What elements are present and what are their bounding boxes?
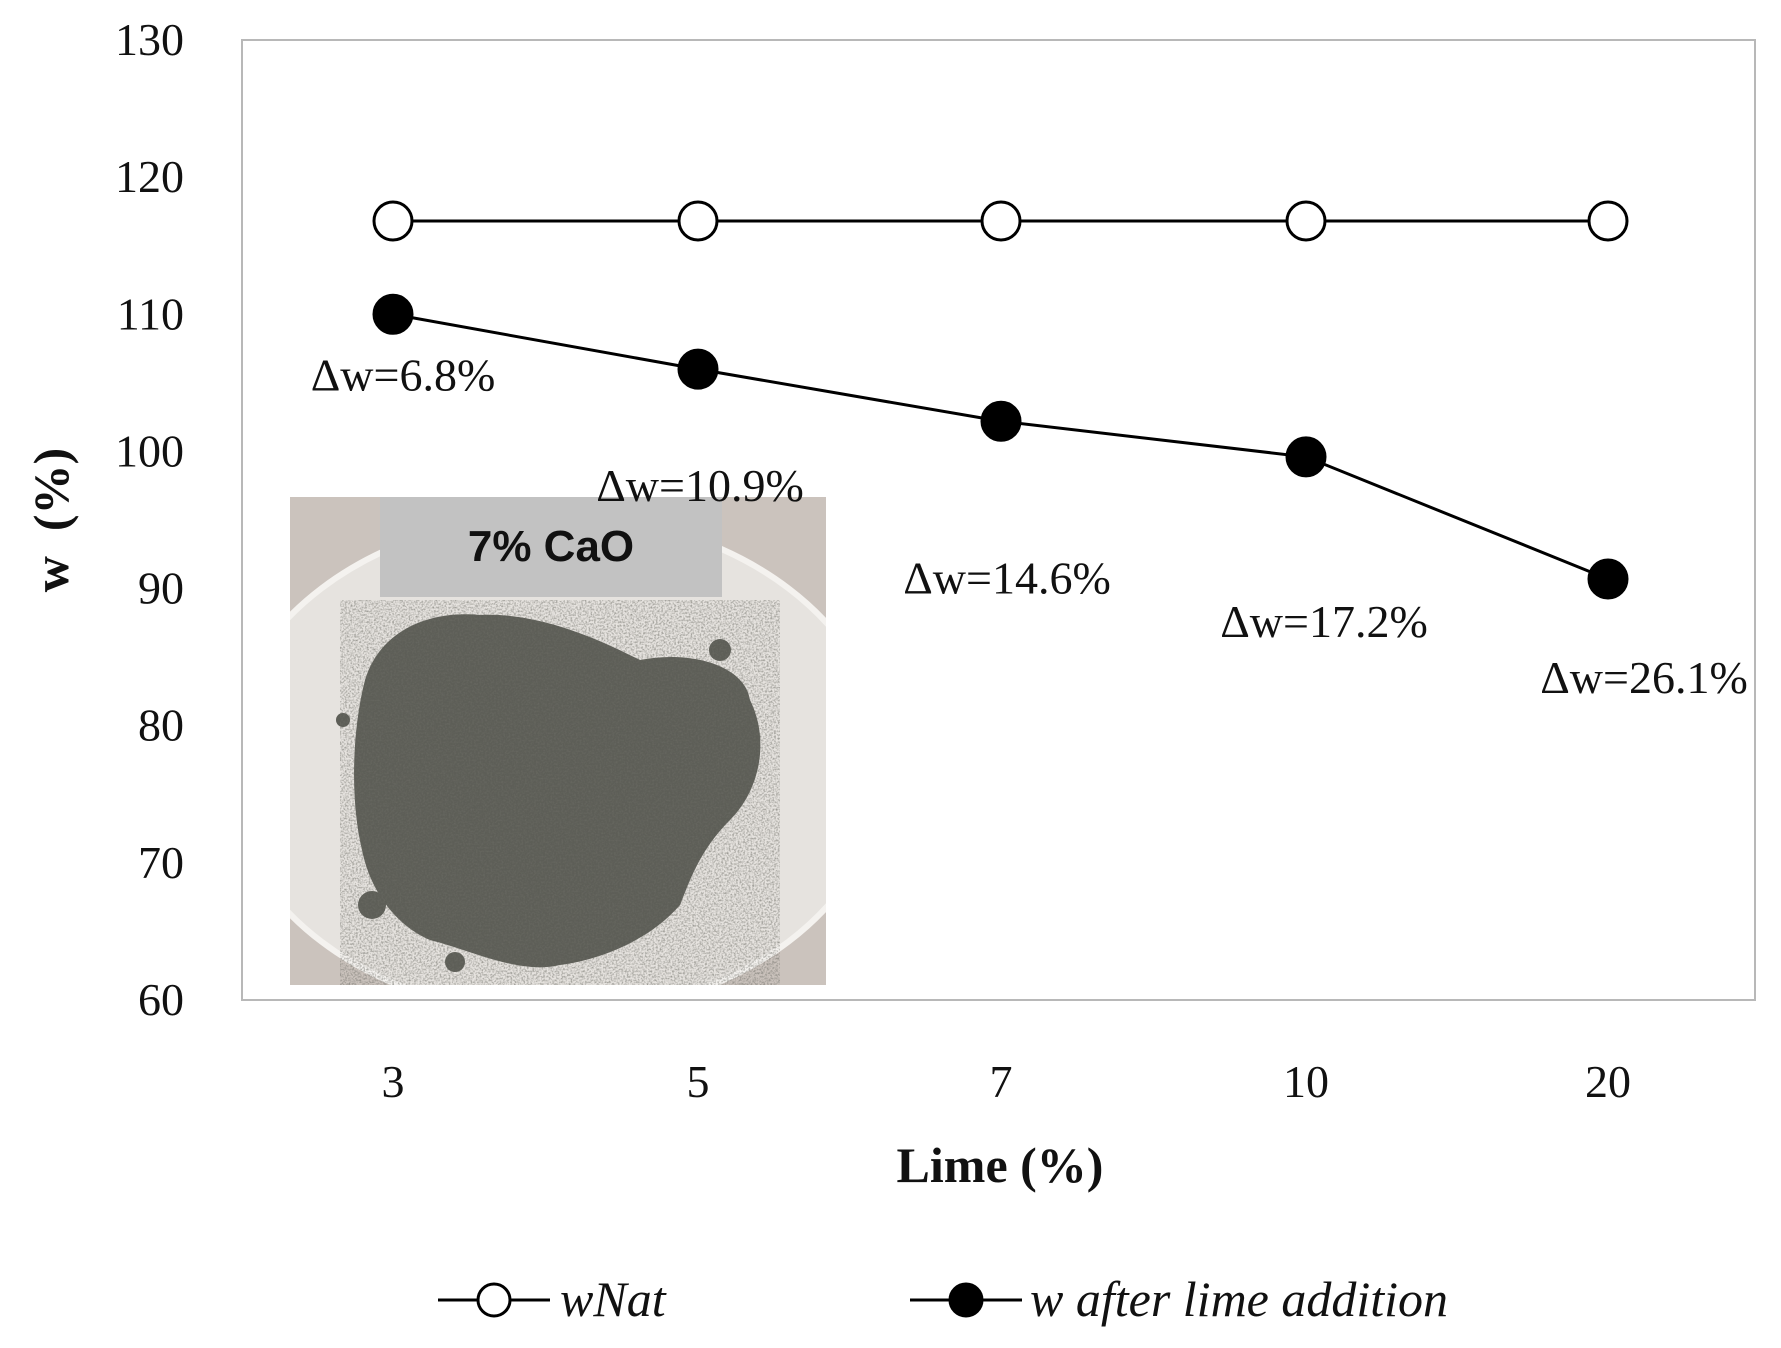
x-tick-label: 5 (687, 1056, 710, 1107)
y-tick-label: 90 (138, 563, 184, 614)
y-axis-title: w (%) (23, 448, 79, 592)
data-point-w-after-lime (1285, 436, 1327, 478)
x-axis-title: Lime (%) (897, 1137, 1104, 1193)
data-point-wnat (1587, 200, 1629, 242)
y-axis-ticks: 60 70 80 90 100 110 120 130 (115, 14, 184, 1025)
delta-annotation: Δw=14.6% (903, 552, 1111, 603)
legend-label-wnat: wNat (560, 1271, 667, 1327)
data-point-w-after-lime (372, 293, 414, 335)
soil-texture (340, 600, 780, 985)
data-point-wnat (677, 200, 719, 242)
y-tick-label: 110 (117, 288, 184, 339)
legend-item-w-after-lime: w after lime addition (910, 1271, 1448, 1327)
data-point-wnat (1285, 200, 1327, 242)
legend-marker-wnat (476, 1282, 512, 1318)
inset-caption: 7% CaO (468, 522, 634, 571)
y-tick-label: 100 (115, 425, 184, 476)
y-tick-label: 80 (138, 700, 184, 751)
inset-caption-band (380, 497, 722, 597)
delta-annotations: Δw=6.8% Δw=10.9% Δw=14.6% Δw=17.2% Δw=26.1% (311, 349, 1748, 703)
inset-photo: 7% CaO (290, 497, 826, 985)
delta-annotation: Δw=10.9% (596, 460, 804, 511)
data-point-wnat (980, 200, 1022, 242)
legend-item-wnat: wNat (438, 1271, 667, 1327)
delta-annotation: Δw=17.2% (1220, 596, 1428, 647)
x-tick-label: 10 (1283, 1056, 1329, 1107)
x-tick-label: 20 (1585, 1056, 1631, 1107)
legend: wNat w after lime addition (438, 1271, 1448, 1327)
legend-label-w-after-lime: w after lime addition (1030, 1271, 1448, 1327)
delta-annotation: Δw=6.8% (311, 349, 496, 400)
data-point-w-after-lime (1587, 558, 1629, 600)
x-tick-label: 7 (990, 1056, 1013, 1107)
x-axis-ticks: 3 5 7 10 20 (382, 1056, 1632, 1107)
y-tick-label: 70 (138, 837, 184, 888)
series-layer (372, 200, 1629, 600)
legend-marker-w-after-lime (948, 1282, 984, 1318)
y-tick-label: 120 (115, 151, 184, 202)
delta-annotation: Δw=26.1% (1540, 652, 1748, 703)
data-point-w-after-lime (677, 348, 719, 390)
y-tick-label: 130 (115, 14, 184, 65)
x-tick-label: 3 (382, 1056, 405, 1107)
y-tick-label: 60 (138, 974, 184, 1025)
data-point-w-after-lime (980, 400, 1022, 442)
data-point-wnat (372, 200, 414, 242)
